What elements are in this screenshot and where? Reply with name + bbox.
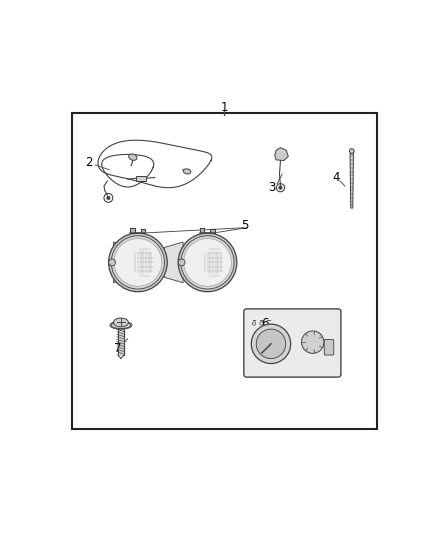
Text: 1: 1	[221, 101, 228, 115]
Circle shape	[114, 238, 162, 286]
Circle shape	[181, 236, 234, 289]
FancyBboxPatch shape	[324, 340, 334, 355]
Text: 2: 2	[85, 156, 92, 169]
Circle shape	[109, 233, 167, 292]
Ellipse shape	[113, 318, 128, 327]
Text: 3: 3	[268, 181, 276, 194]
Circle shape	[279, 187, 282, 189]
Text: 4: 4	[333, 171, 340, 184]
Ellipse shape	[129, 154, 137, 160]
Circle shape	[178, 259, 185, 266]
Ellipse shape	[184, 169, 191, 174]
Ellipse shape	[111, 322, 131, 328]
Text: 6: 6	[261, 317, 269, 330]
Text: 5: 5	[241, 219, 248, 231]
Circle shape	[256, 329, 286, 359]
Circle shape	[109, 259, 116, 266]
Circle shape	[251, 324, 291, 364]
Circle shape	[184, 238, 231, 286]
Bar	[136, 176, 146, 181]
Circle shape	[107, 197, 110, 199]
Circle shape	[178, 233, 237, 292]
Polygon shape	[113, 242, 132, 282]
Circle shape	[301, 331, 324, 353]
Circle shape	[111, 236, 165, 289]
Text: 7: 7	[114, 342, 121, 356]
Polygon shape	[164, 242, 183, 282]
Polygon shape	[350, 154, 353, 208]
Polygon shape	[275, 148, 288, 160]
Circle shape	[350, 149, 354, 154]
FancyBboxPatch shape	[244, 309, 341, 377]
